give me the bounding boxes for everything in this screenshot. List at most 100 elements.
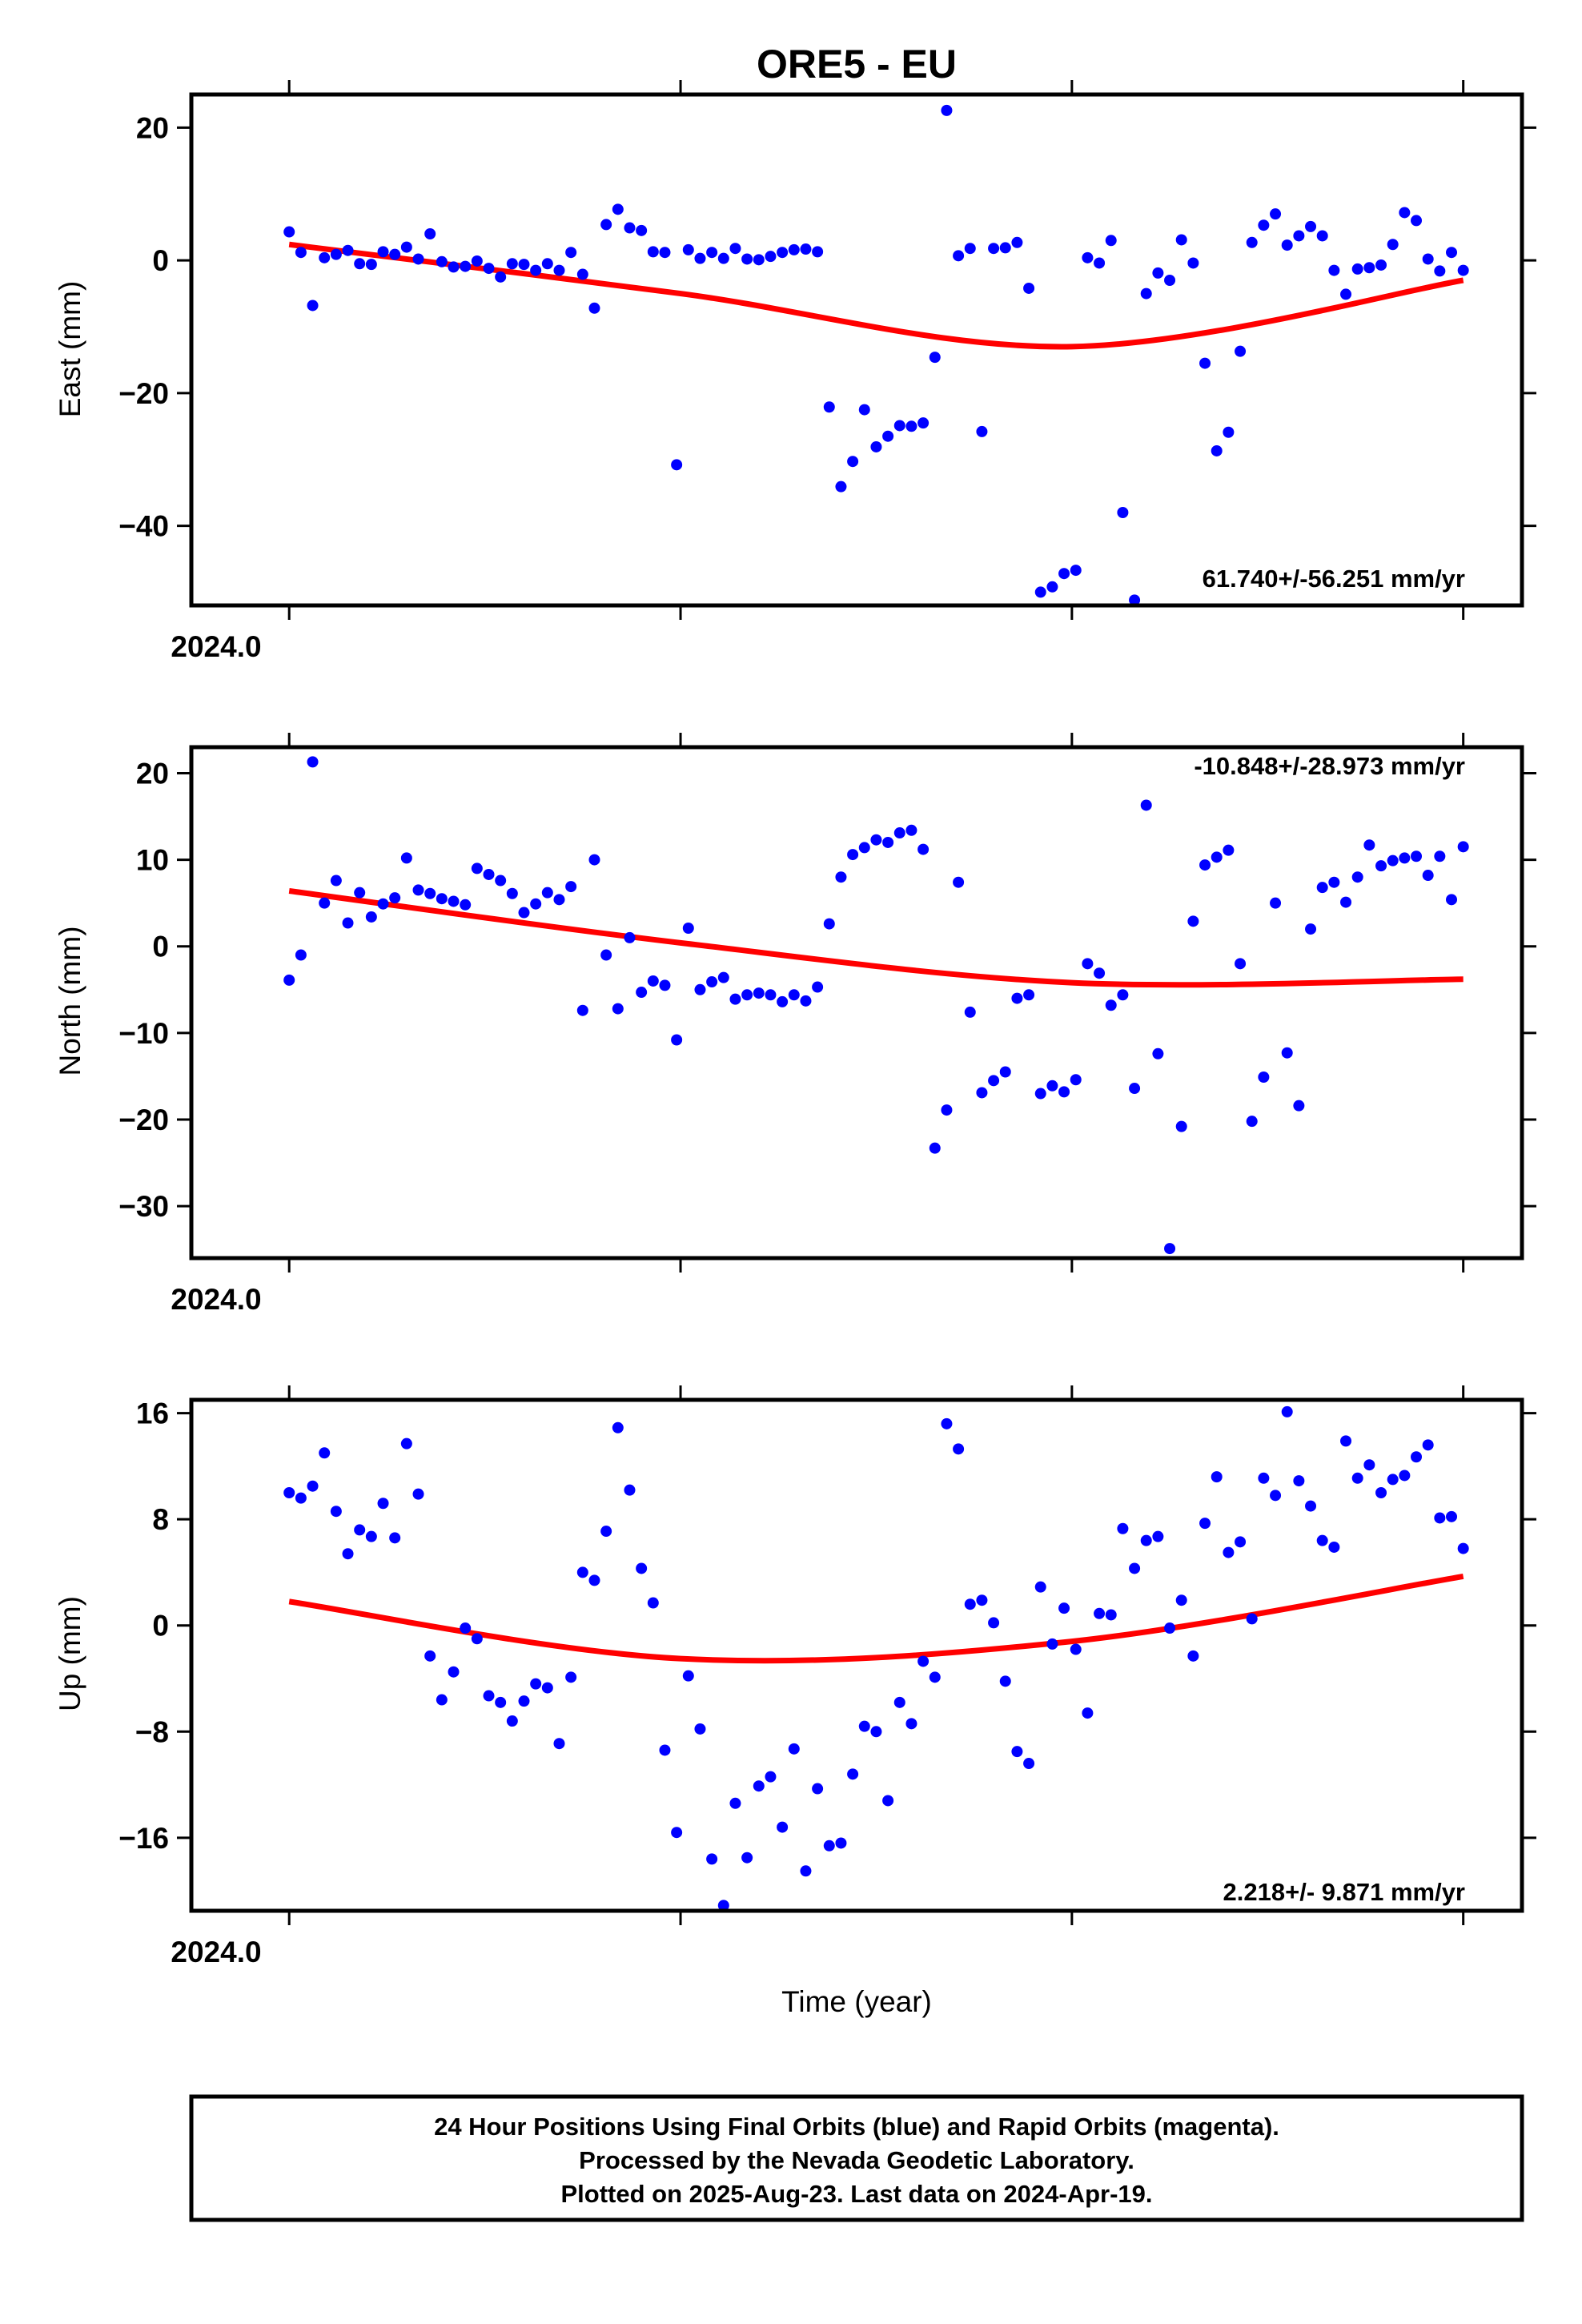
north-data-point	[1023, 989, 1035, 1001]
north-data-point	[1235, 958, 1247, 970]
east-data-point	[1105, 235, 1117, 247]
north-y-tick-label: 20	[136, 757, 169, 790]
east-data-point	[941, 104, 953, 116]
up-data-point	[882, 1795, 894, 1807]
up-data-point	[741, 1852, 753, 1864]
up-data-point	[765, 1771, 777, 1783]
up-data-point	[460, 1622, 472, 1634]
up-data-point	[319, 1447, 331, 1459]
east-data-point	[283, 226, 295, 238]
north-data-point	[471, 862, 483, 875]
up-data-point	[1094, 1607, 1106, 1619]
north-data-point	[553, 894, 565, 906]
north-data-point	[882, 836, 894, 848]
east-panel: 20 0 −20 −40 East (mm) 2024.0 61.740+/-56.2…	[54, 80, 1536, 663]
north-y-tick-label: −20	[118, 1104, 169, 1136]
up-data-point	[1258, 1472, 1270, 1484]
north-data-point	[412, 884, 424, 896]
east-data-point	[1328, 264, 1340, 276]
north-data-point	[1340, 896, 1352, 908]
north-data-point	[1305, 923, 1317, 935]
up-data-point	[365, 1530, 377, 1542]
footer-line-1: 24 Hour Positions Using Final Orbits (bl…	[434, 2113, 1279, 2141]
east-data-point	[788, 243, 800, 255]
east-data-point	[694, 252, 706, 264]
east-data-point	[342, 244, 354, 256]
north-data-point	[847, 849, 859, 861]
east-data-point	[671, 459, 683, 471]
north-data-point	[1011, 992, 1023, 1004]
up-data-point	[788, 1743, 800, 1755]
up-data-point	[893, 1696, 905, 1708]
up-fit-line	[288, 1573, 1464, 1664]
up-data-point	[1235, 1536, 1247, 1548]
east-data-point	[319, 251, 331, 263]
up-data-point	[1082, 1707, 1094, 1719]
east-data-point	[1046, 581, 1058, 593]
north-data-point	[588, 854, 600, 866]
north-data-point	[765, 989, 777, 1001]
north-data-point	[1082, 958, 1094, 970]
east-data-point	[823, 401, 835, 413]
east-data-point	[1164, 275, 1176, 286]
up-axis-label: Up (mm)	[54, 1596, 86, 1711]
north-data-point	[893, 827, 905, 839]
up-data-point	[999, 1675, 1011, 1687]
up-data-point	[283, 1487, 295, 1498]
up-data-point	[424, 1650, 436, 1662]
up-data-point	[354, 1524, 366, 1536]
north-data-point	[1164, 1243, 1176, 1255]
east-data-point	[800, 243, 812, 255]
east-data-point	[365, 259, 377, 271]
up-data-point	[1023, 1758, 1035, 1770]
up-data-point	[1152, 1530, 1164, 1542]
up-data-point	[976, 1594, 988, 1606]
east-data-point	[953, 250, 965, 262]
north-data-point	[1094, 967, 1106, 979]
up-data-point	[1387, 1474, 1399, 1486]
east-data-point	[1434, 265, 1446, 277]
north-data-point	[706, 976, 718, 988]
up-data-point	[1328, 1541, 1340, 1553]
east-data-point	[741, 253, 753, 265]
up-data-point	[1070, 1643, 1082, 1655]
east-data-point	[1082, 251, 1094, 263]
east-data-point	[1281, 239, 1293, 251]
north-data-point	[283, 974, 295, 986]
north-data-point	[1316, 882, 1328, 894]
up-data-point	[330, 1506, 342, 1518]
up-data-point	[530, 1678, 542, 1690]
east-data-point	[976, 425, 988, 437]
up-data-point	[389, 1532, 401, 1544]
north-data-point	[1211, 851, 1223, 863]
north-data-point	[506, 887, 518, 899]
east-data-point	[1235, 345, 1247, 357]
up-data-point	[1187, 1650, 1199, 1662]
east-axis-label: East (mm)	[54, 281, 86, 418]
east-data-point	[753, 254, 765, 266]
north-data-point	[624, 931, 636, 943]
east-data-point	[835, 480, 847, 493]
east-data-point	[1351, 263, 1363, 275]
footer-line-3: Plotted on 2025-Aug-23. Last data on 202…	[560, 2180, 1152, 2208]
east-data-point	[988, 243, 1000, 255]
north-data-point	[1387, 854, 1399, 866]
east-rate-label: 61.740+/-56.251 mm/yr	[1203, 565, 1465, 593]
east-data-point	[530, 264, 542, 276]
up-data-point	[506, 1715, 518, 1727]
east-data-point	[1387, 239, 1399, 251]
up-data-point	[1270, 1490, 1282, 1502]
east-data-point	[917, 417, 930, 429]
up-data-point	[541, 1682, 553, 1694]
north-data-point	[929, 1142, 941, 1154]
east-data-point	[1129, 594, 1141, 606]
up-data-point	[870, 1726, 882, 1738]
up-data-point	[777, 1821, 789, 1833]
up-data-point	[929, 1671, 941, 1683]
east-data-point	[307, 300, 319, 312]
north-plot-frame	[189, 745, 1524, 1261]
north-panel: 20 10 0 −10 −20 −30 North (mm) 2024.0 -10.848…	[54, 733, 1536, 1316]
up-data-point	[729, 1797, 741, 1809]
up-data-point	[1140, 1534, 1152, 1546]
east-data-point	[436, 255, 448, 267]
